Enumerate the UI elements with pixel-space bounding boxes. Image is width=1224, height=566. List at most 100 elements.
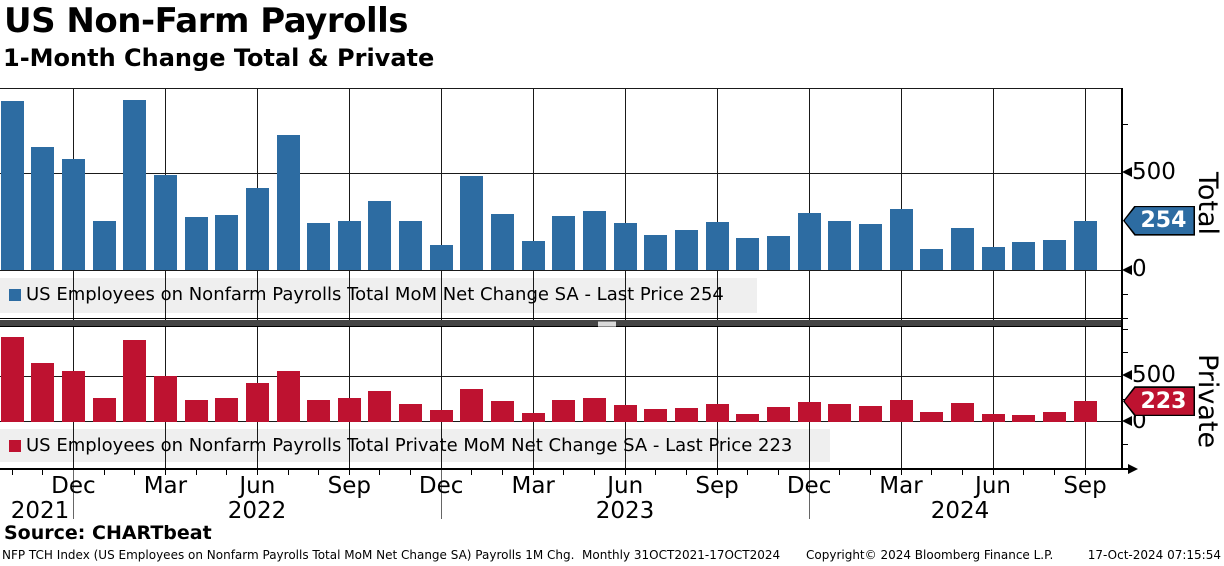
bar-private-Dec-21 xyxy=(61,370,85,422)
x-axis-month-tick xyxy=(287,470,289,475)
x-axis-label: Mar xyxy=(879,473,923,499)
x-axis-month-tick xyxy=(563,470,565,475)
x-axis-year-label: 2024 xyxy=(930,498,990,524)
bar-private-Mar-22 xyxy=(153,376,177,422)
bar-total-Jul-22 xyxy=(276,135,300,270)
legend-label-private[interactable]: US Employees on Nonfarm Payrolls Total P… xyxy=(26,435,793,456)
x-axis-month-tick xyxy=(961,470,963,475)
bar-total-Apr-23 xyxy=(552,215,576,270)
y-axis-line xyxy=(1121,88,1123,470)
x-axis-label: Dec xyxy=(418,473,464,499)
x-axis-month-tick xyxy=(594,470,595,475)
bar-total-Feb-24 xyxy=(858,224,882,270)
bar-private-Apr-23 xyxy=(552,400,576,422)
last-price-tag-fill-private: 223 xyxy=(1124,387,1194,415)
x-axis-month-tick xyxy=(931,470,933,475)
bar-total-Dec-22 xyxy=(429,244,453,270)
last-price-tag-private: 223 xyxy=(1123,386,1195,417)
gridline-500 xyxy=(0,375,1122,377)
footnote-copyright: Copyright© 2024 Bloomberg Finance L.P. xyxy=(806,548,1054,562)
panel-separator-bottom-line xyxy=(0,326,1122,327)
gridline-vertical xyxy=(992,88,994,468)
legend-label-total[interactable]: US Employees on Nonfarm Payrolls Total M… xyxy=(26,283,724,305)
x-axis-month-tick xyxy=(256,470,258,475)
bar-private-Mar-24 xyxy=(889,400,913,422)
bar-private-Jan-23 xyxy=(460,389,484,422)
bar-private-Oct-22 xyxy=(368,391,392,422)
bar-private-Sep-24 xyxy=(1073,401,1097,422)
panel-resize-handle[interactable] xyxy=(598,320,616,327)
bar-private-Sep-22 xyxy=(337,398,361,422)
bar-private-Apr-22 xyxy=(184,400,208,422)
x-axis-label: Mar xyxy=(143,473,188,499)
x-axis-month-tick xyxy=(1053,470,1055,475)
x-axis-year-tick xyxy=(808,470,810,519)
bar-total-Aug-22 xyxy=(307,222,331,270)
y-axis-arrow-tick xyxy=(1122,370,1132,381)
bar-total-Jun-23 xyxy=(613,223,637,270)
x-axis-month-tick xyxy=(134,470,136,475)
footnote-description: NFP TCH Index (US Employees on Nonfarm P… xyxy=(2,548,781,562)
bar-total-Feb-22 xyxy=(123,100,147,270)
x-axis-label: Sep xyxy=(327,473,371,499)
bar-private-Dec-23 xyxy=(797,402,821,422)
x-axis-label: Jun xyxy=(607,473,644,499)
bar-total-Oct-22 xyxy=(368,200,392,270)
y-axis-arrow-tick xyxy=(1122,416,1132,427)
x-axis-month-tick xyxy=(195,470,197,475)
source-line: Source: CHARTbeat xyxy=(4,522,212,544)
bar-private-Aug-24 xyxy=(1042,412,1066,422)
bar-private-Jun-24 xyxy=(981,413,1005,422)
bar-private-Oct-23 xyxy=(736,413,760,422)
footnote-timestamp: 17-Oct-2024 07:15:54 xyxy=(1087,548,1221,562)
y-axis-arrow-tick xyxy=(1122,264,1132,275)
x-axis-year-tick xyxy=(440,470,442,519)
bar-private-Jul-23 xyxy=(644,408,668,422)
x-axis-month-tick xyxy=(992,470,994,475)
last-price-tag-total: 254 xyxy=(1123,205,1195,236)
bar-private-Nov-21 xyxy=(31,362,55,422)
last-price-value-total: 254 xyxy=(1140,208,1187,234)
bar-total-Mar-24 xyxy=(889,209,913,270)
bar-total-Sep-22 xyxy=(337,221,361,270)
x-axis-year-label: 2022 xyxy=(227,498,287,524)
x-axis-label: Mar xyxy=(511,473,555,499)
bar-total-May-23 xyxy=(583,211,606,270)
x-axis-label: Sep xyxy=(1063,473,1107,499)
gridline-vertical xyxy=(624,88,626,468)
chart-title: US Non-Farm Payrolls xyxy=(4,1,409,41)
bar-private-Jul-22 xyxy=(276,371,300,422)
gridline-vertical xyxy=(808,88,810,468)
bar-total-Apr-24 xyxy=(920,249,944,270)
x-axis-month-tick xyxy=(164,470,166,475)
x-axis-month-tick xyxy=(348,470,350,475)
y-axis-minor-tick xyxy=(1122,444,1128,446)
x-axis-label: Dec xyxy=(786,473,832,499)
last-price-tag-fill-total: 254 xyxy=(1124,207,1194,235)
x-axis-label: Jun xyxy=(239,473,276,499)
bar-total-Jul-23 xyxy=(644,235,668,270)
bar-private-Nov-23 xyxy=(766,407,790,422)
x-axis-month-tick xyxy=(1023,470,1025,475)
bar-private-May-22 xyxy=(215,398,239,422)
y-axis-tick-label: 500 xyxy=(1132,361,1176,388)
bar-private-Feb-22 xyxy=(123,340,147,422)
bar-private-Oct-21 xyxy=(0,336,24,422)
y-axis-minor-tick xyxy=(1122,124,1128,126)
legend-band-total xyxy=(0,277,757,313)
panel-axis-label-private: Private xyxy=(1192,353,1223,449)
bar-private-May-23 xyxy=(583,398,606,422)
x-axis-month-tick xyxy=(226,470,228,475)
x-axis-month-tick xyxy=(11,470,13,475)
y-axis-minor-tick xyxy=(1122,352,1128,354)
bar-total-Oct-23 xyxy=(736,238,760,270)
gridline-vertical xyxy=(164,88,166,468)
x-axis-line xyxy=(0,468,1130,470)
bar-private-Jan-24 xyxy=(828,404,852,422)
x-axis-label: Jun xyxy=(975,473,1011,499)
bar-private-Jun-23 xyxy=(613,405,637,422)
bar-total-Jan-24 xyxy=(828,221,852,270)
bar-total-Aug-24 xyxy=(1042,240,1066,270)
chart-subtitle: 1-Month Change Total & Private xyxy=(3,44,435,72)
